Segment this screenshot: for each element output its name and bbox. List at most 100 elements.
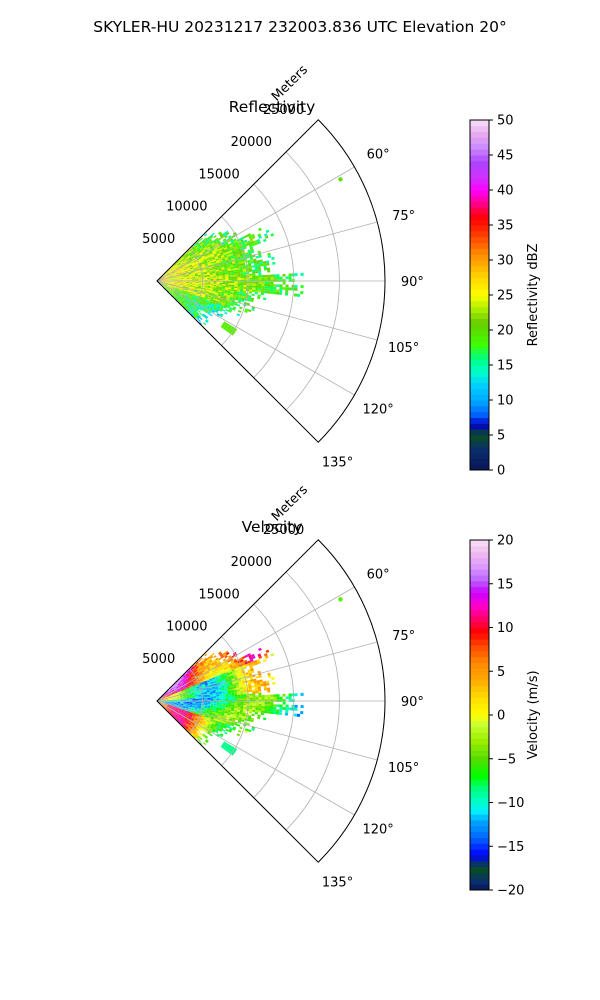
- colorbar-tick-label: −20: [497, 884, 524, 899]
- echo-gate: [227, 235, 232, 239]
- echo-gate: [252, 695, 256, 698]
- echo-gate: [263, 263, 267, 267]
- echo-gate: [182, 300, 186, 304]
- echo-gate: [223, 685, 228, 688]
- echo-gate: [171, 281, 175, 283]
- echo-gate: [171, 278, 175, 280]
- echo-gate: [193, 310, 197, 314]
- echo-gate: [174, 279, 178, 280]
- echo-gate: [249, 281, 253, 284]
- echo-gate: [242, 690, 247, 693]
- echo-gate: [164, 704, 168, 706]
- echo-gate: [199, 742, 203, 746]
- echo-gate: [167, 694, 170, 697]
- echo-gate: [213, 283, 217, 286]
- echo-gate: [174, 295, 178, 298]
- echo-gate: [194, 664, 197, 668]
- echo-gate: [197, 310, 201, 313]
- echo-gate: [219, 702, 223, 705]
- echo-gate: [195, 295, 199, 298]
- echo-gate: [263, 265, 267, 269]
- echo-gate: [194, 249, 198, 253]
- echo-gate: [203, 688, 207, 691]
- echo-gate: [163, 706, 166, 709]
- echo-gate: [251, 289, 256, 292]
- echo-gate: [165, 287, 169, 290]
- echo-gate: [177, 699, 181, 701]
- echo-gate: [240, 692, 244, 695]
- echo-gate: [173, 687, 176, 690]
- echo-gate: [192, 713, 197, 716]
- echo-gate: [205, 678, 210, 681]
- echo-gate: [173, 293, 176, 296]
- echo-gate: [205, 265, 209, 268]
- echo-gate: [232, 297, 236, 300]
- echo-gate: [270, 274, 274, 278]
- echo-gate: [162, 281, 166, 283]
- echo-gate: [208, 658, 212, 662]
- echo-gate: [161, 277, 165, 279]
- echo-gate: [163, 694, 167, 697]
- echo-gate: [229, 263, 233, 267]
- echo-gate: [168, 270, 172, 273]
- echo-gate: [189, 698, 193, 700]
- echo-gate: [224, 269, 228, 272]
- echo-gate: [202, 246, 207, 250]
- echo-gate: [180, 687, 184, 689]
- colorbar-segment: [470, 242, 489, 249]
- echo-gate: [186, 703, 190, 705]
- echo-gate: [184, 690, 188, 693]
- echo-gate: [172, 714, 175, 717]
- echo-gate: [225, 704, 229, 706]
- echo-gate: [197, 706, 202, 708]
- echo-gate: [183, 279, 187, 281]
- echo-gate: [222, 680, 226, 684]
- echo-gate: [172, 272, 176, 275]
- echo-gate: [188, 296, 192, 299]
- echo-gate: [215, 300, 220, 303]
- echo-gate: [182, 674, 186, 678]
- echo-gate: [184, 717, 188, 721]
- echo-gate: [191, 262, 195, 265]
- echo-gate: [196, 292, 200, 295]
- echo-gate: [183, 278, 187, 280]
- echo-gate: [184, 306, 188, 310]
- echo-gate: [204, 682, 208, 685]
- echo-gate: [187, 717, 191, 720]
- echo-gate: [195, 715, 199, 718]
- echo-gate: [208, 292, 213, 295]
- echo-gate: [186, 697, 190, 699]
- echo-gate: [285, 704, 289, 708]
- echo-gate: [195, 666, 199, 670]
- echo-gate: [245, 663, 249, 667]
- echo-gate: [180, 261, 183, 264]
- azimuth-spoke: [156, 641, 378, 702]
- echo-gate: [270, 288, 274, 292]
- echo-gate: [165, 699, 169, 701]
- echo-gate: [176, 266, 180, 269]
- echo-gate: [285, 276, 289, 280]
- echo-gate: [195, 276, 199, 278]
- echo-gate: [190, 711, 194, 714]
- echo-gate: [232, 264, 237, 268]
- echo-gate: [177, 711, 181, 714]
- echo-gate: [237, 703, 241, 706]
- echo-gate: [219, 300, 223, 303]
- echo-gate: [210, 681, 214, 684]
- echo-gate: [176, 267, 180, 270]
- echo-gate: [169, 692, 173, 695]
- echo-gate: [177, 282, 181, 284]
- echo-gate: [215, 729, 219, 732]
- echo-gate: [189, 703, 193, 705]
- echo-gate: [178, 684, 182, 687]
- echo-gate: [231, 276, 235, 279]
- echo-gate: [195, 685, 200, 688]
- echo-gate: [234, 274, 238, 277]
- echo-gate: [198, 277, 202, 279]
- echo-gate: [222, 729, 226, 732]
- echo-gate: [251, 663, 256, 667]
- echo-gate: [269, 291, 274, 295]
- echo-gate: [167, 689, 171, 692]
- echo-gate: [168, 279, 172, 281]
- echo-gate: [209, 693, 214, 695]
